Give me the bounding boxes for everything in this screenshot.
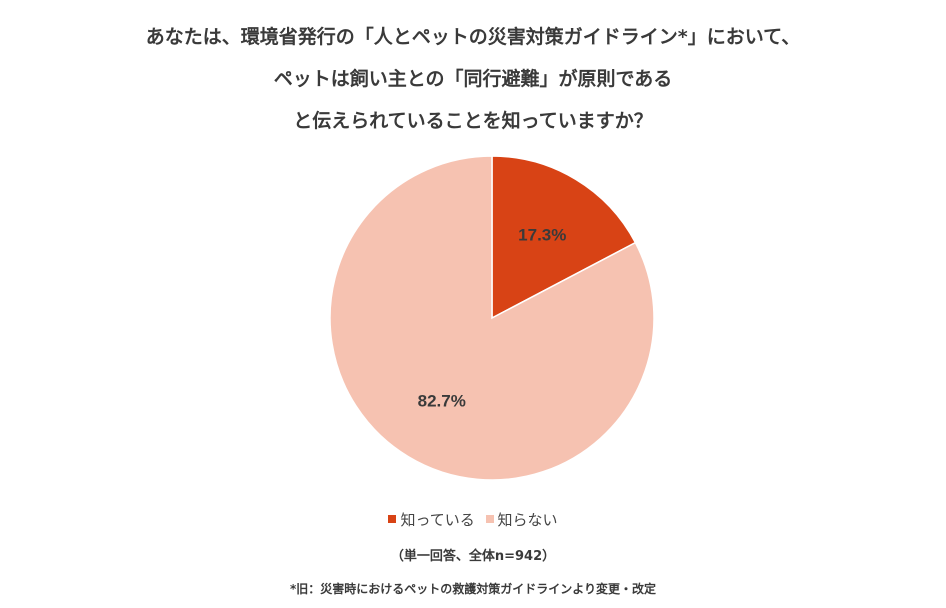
legend-swatch-dont-know (485, 515, 494, 523)
pie-label-dont-know: 82.7% (418, 392, 466, 411)
legend-label-dont-know: 知らない (497, 511, 558, 529)
pie-slice-dont-know (329, 155, 655, 481)
chart-title-line-2: ペットは飼い主との「同行避難」が原則である (273, 68, 673, 90)
chart-legend: 知っている 知らない (0, 509, 946, 530)
chart-title-line-1: あなたは、環境省発行の「人とペットの災害対策ガイドライン*」において、 (145, 26, 801, 48)
footnote: *旧：災害時におけるペットの救護対策ガイドラインより変更・改定 (289, 582, 657, 596)
legend-label-know: 知っている (400, 511, 475, 529)
legend-swatch-know (388, 515, 397, 523)
chart-title-line-3: と伝えられていることを知っていますか？ (293, 110, 653, 132)
sample-size-note: （単一回答、全体n=942） (390, 549, 556, 564)
pie-slice-know (491, 155, 637, 320)
legend-item-know: 知っている (388, 509, 475, 530)
pie-label-know: 17.3% (518, 225, 566, 244)
legend-item-dont-know: 知らない (485, 509, 558, 530)
